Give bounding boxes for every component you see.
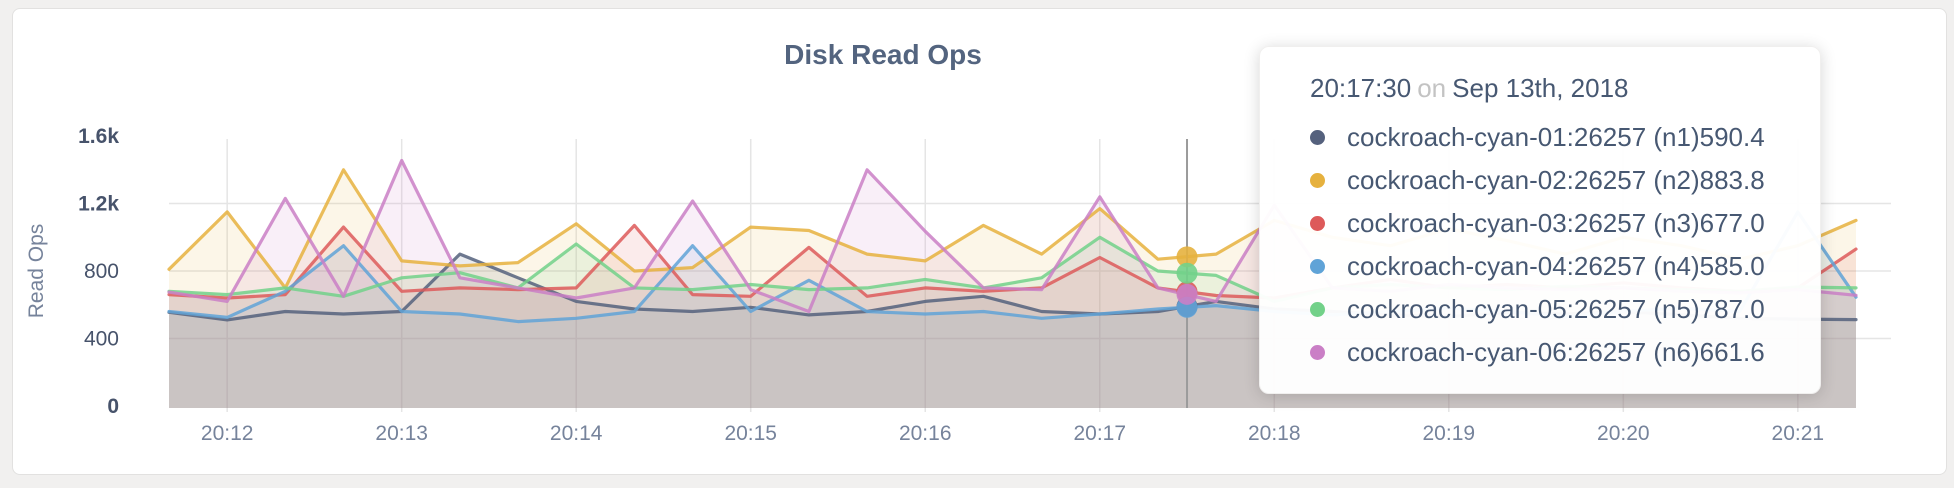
- tooltip-row: cockroach-cyan-03:26257 (n3) 677.0: [1310, 202, 1765, 245]
- series-dot-icon: [1310, 302, 1325, 317]
- tooltip-conjunction: on: [1417, 73, 1447, 103]
- y-axis-tick-label: 0: [107, 395, 119, 418]
- tooltip-header: 20:17:30 on Sep 13th, 2018: [1310, 73, 1740, 104]
- series-value: 590.4: [1699, 122, 1765, 152]
- x-axis-tick-label: 20:21: [1772, 422, 1825, 445]
- series-label: cockroach-cyan-05:26257 (n5): [1347, 294, 1700, 324]
- series-value: 585.0: [1699, 251, 1765, 281]
- x-axis-tick-label: 20:12: [201, 422, 254, 445]
- tooltip-row: cockroach-cyan-01:26257 (n1) 590.4: [1310, 116, 1765, 159]
- tooltip-series-list: cockroach-cyan-01:26257 (n1) 590.4 cockroa…: [1310, 116, 1765, 374]
- tooltip-row: cockroach-cyan-05:26257 (n5) 787.0: [1310, 288, 1765, 331]
- x-axis-tick-label: 20:15: [724, 422, 777, 445]
- series-label: cockroach-cyan-06:26257 (n6): [1347, 337, 1700, 367]
- y-axis-tick-label: 1.6k: [78, 125, 119, 148]
- chart-card: Disk Read Ops 0 400 800 1.2k 1.6k 20:12 20:13 2…: [12, 8, 1947, 475]
- series-label: cockroach-cyan-04:26257 (n4): [1347, 251, 1700, 281]
- series-dot-icon: [1310, 259, 1325, 274]
- y-axis-tick-label: 400: [84, 328, 119, 351]
- hover-tooltip: 20:17:30 on Sep 13th, 2018 cockroach-cyan-…: [1259, 46, 1821, 394]
- tooltip-row: cockroach-cyan-02:26257 (n2) 883.8: [1310, 159, 1765, 202]
- tooltip-time: 20:17:30: [1310, 73, 1412, 103]
- series-value: 787.0: [1699, 294, 1765, 324]
- y-axis-tick-label: 1.2k: [78, 193, 119, 216]
- series-value: 661.6: [1699, 337, 1765, 367]
- x-axis-tick-label: 20:19: [1423, 422, 1476, 445]
- chart-title: Disk Read Ops: [784, 39, 982, 70]
- y-axis-tick-label: 800: [84, 260, 119, 283]
- series-value: 883.8: [1699, 165, 1765, 195]
- series-dot-icon: [1310, 345, 1325, 360]
- series-label: cockroach-cyan-02:26257 (n2): [1347, 165, 1700, 195]
- hover-dot-n2: [1176, 246, 1198, 268]
- hover-dot-n5: [1176, 262, 1198, 284]
- hover-dot-n6: [1176, 283, 1198, 305]
- y-axis-title: Read Ops: [25, 224, 48, 319]
- series-dot-icon: [1310, 130, 1325, 145]
- series-dot-icon: [1310, 173, 1325, 188]
- tooltip-date: Sep 13th, 2018: [1452, 73, 1629, 103]
- x-axis-tick-label: 20:14: [550, 422, 603, 445]
- x-axis-tick-label: 20:18: [1248, 422, 1301, 445]
- series-value: 677.0: [1699, 208, 1765, 238]
- series-label: cockroach-cyan-03:26257 (n3): [1347, 208, 1700, 238]
- x-axis-tick-label: 20:20: [1597, 422, 1650, 445]
- series-dot-icon: [1310, 216, 1325, 231]
- series-label: cockroach-cyan-01:26257 (n1): [1347, 122, 1700, 152]
- x-axis-tick-label: 20:16: [899, 422, 952, 445]
- tooltip-row: cockroach-cyan-06:26257 (n6) 661.6: [1310, 331, 1765, 374]
- tooltip-row: cockroach-cyan-04:26257 (n4) 585.0: [1310, 245, 1765, 288]
- x-axis-tick-label: 20:13: [375, 422, 428, 445]
- x-axis-tick-label: 20:17: [1073, 422, 1126, 445]
